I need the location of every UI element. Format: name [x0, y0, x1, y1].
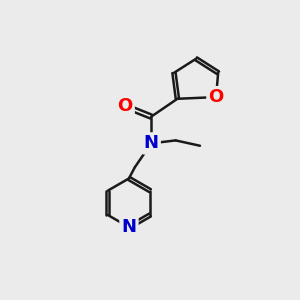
Text: O: O — [208, 88, 224, 106]
Text: O: O — [118, 97, 133, 115]
Text: N: N — [122, 218, 136, 236]
Text: N: N — [144, 134, 159, 152]
